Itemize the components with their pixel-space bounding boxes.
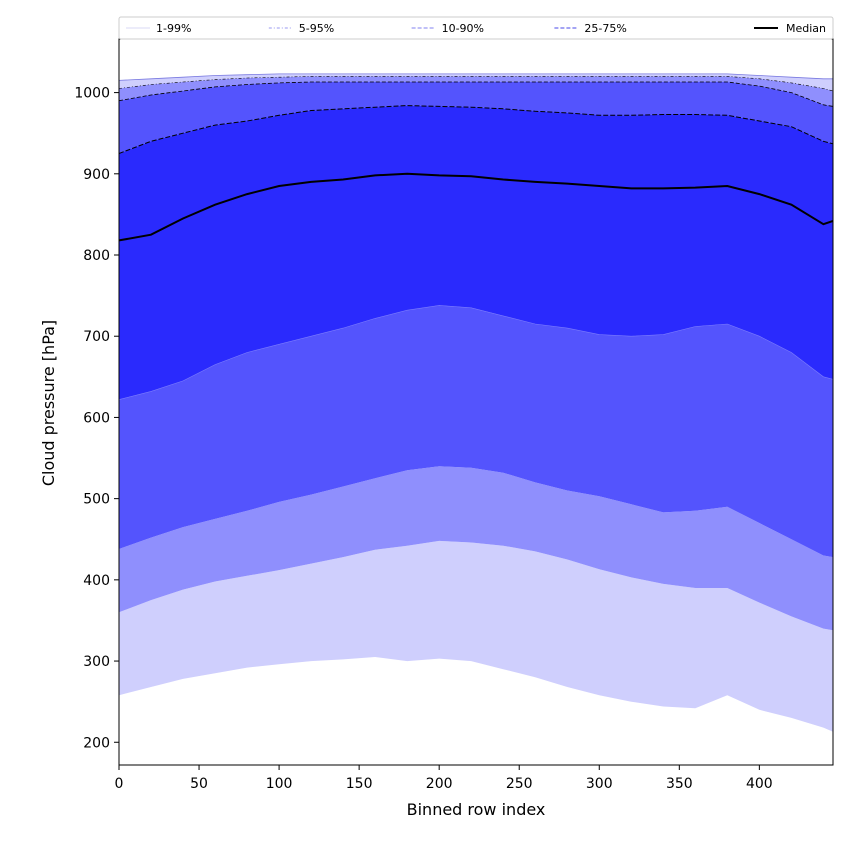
- band-25-75: [119, 105, 833, 400]
- y-tick-label: 1000: [74, 86, 110, 102]
- y-tick-label: 700: [83, 329, 110, 345]
- band-5-95-lower: [119, 466, 833, 631]
- y-tick-label: 500: [83, 492, 110, 508]
- x-tick-label: 400: [746, 776, 773, 792]
- line-5-95-upper: [119, 76, 833, 92]
- x-axis-title: Binned row index: [407, 800, 546, 819]
- y-tick-label: 800: [83, 248, 110, 264]
- legend-label: Median: [786, 22, 826, 35]
- axes: 0 50 100 150 200 250 300 350 400 200 300 400 500 600 7…: [74, 38, 834, 792]
- legend-label: 5-95%: [299, 22, 334, 35]
- x-tick-label: 250: [506, 776, 533, 792]
- legend-label: 25-75%: [584, 22, 626, 35]
- x-tick-label: 200: [426, 776, 453, 792]
- band-1-99-lower: [119, 540, 833, 732]
- line-25-75-lower: [119, 305, 833, 400]
- y-tick-label: 400: [83, 573, 110, 589]
- band-5-95-upper: [119, 76, 833, 107]
- legend-label: 1-99%: [156, 22, 191, 35]
- x-tick-label: 50: [190, 776, 208, 792]
- legend[interactable]: 1-99% 5-95% 10-90% 25-75% Median: [118, 16, 834, 40]
- x-tick-label: 350: [666, 776, 693, 792]
- line-1-99-upper: [119, 73, 833, 81]
- x-tick-label: 0: [115, 776, 124, 792]
- line-25-75-upper: [119, 105, 833, 154]
- band-10-90-lower: [119, 305, 833, 558]
- plot-area: [119, 73, 833, 732]
- band-10-90-upper: [119, 82, 833, 154]
- x-tick-label: 300: [586, 776, 613, 792]
- line-10-90-upper: [119, 81, 833, 107]
- y-tick-label: 600: [83, 410, 110, 426]
- y-axis-title: Cloud pressure [hPa]: [39, 320, 58, 486]
- legend-box: [118, 16, 834, 40]
- y-tick-label: 900: [83, 167, 110, 183]
- x-tick-label: 100: [266, 776, 293, 792]
- y-tick-label: 300: [83, 654, 110, 670]
- x-tick-label: 150: [346, 776, 373, 792]
- series-median-line: [119, 172, 833, 242]
- legend-label: 10-90%: [442, 22, 484, 35]
- y-tick-label: 200: [83, 735, 110, 751]
